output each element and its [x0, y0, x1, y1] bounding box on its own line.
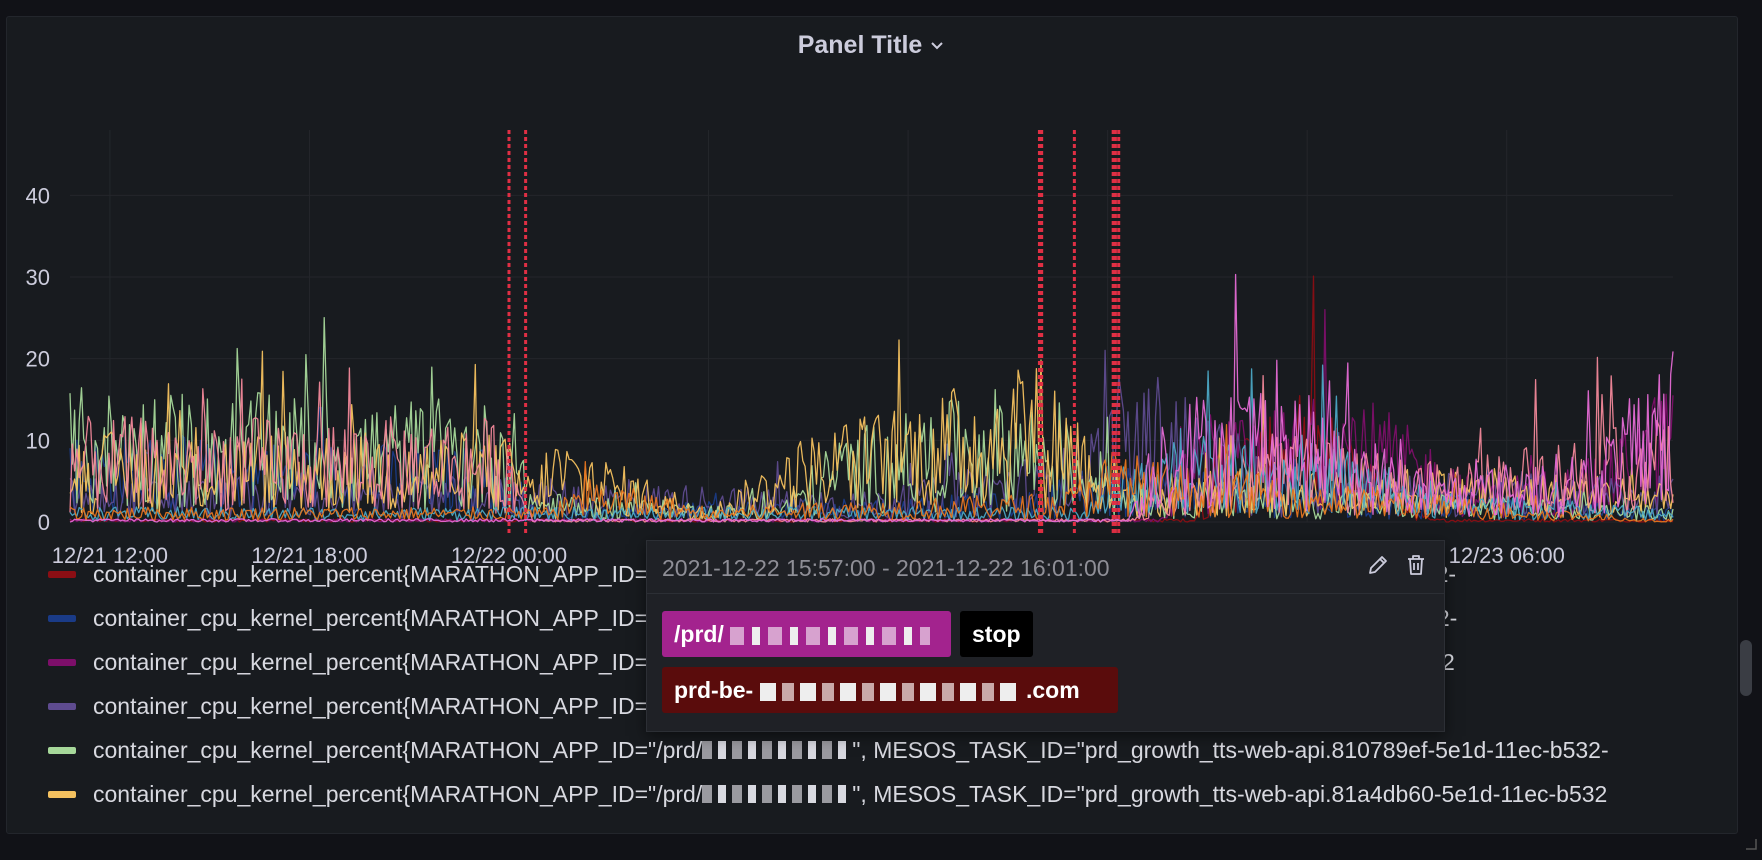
y-tick-label: 40: [26, 183, 50, 208]
x-tick-label: 12/21 18:00: [251, 543, 367, 568]
annotation-tag[interactable]: stop: [960, 611, 1033, 657]
legend-label: container_cpu_kernel_percent{MARATHON_AP…: [93, 780, 703, 807]
delete-annotation-button[interactable]: [1404, 553, 1428, 577]
legend-swatch: [48, 614, 76, 622]
redacted-text: [759, 682, 1020, 701]
legend-item[interactable]: container_cpu_kernel_percent{MARATHON_AP…: [48, 772, 1724, 816]
series-line: [69, 424, 1674, 523]
y-tick-label: 10: [26, 428, 50, 453]
trash-icon: [1408, 555, 1424, 575]
legend-swatch: [48, 658, 76, 666]
popover-divider: [647, 593, 1444, 594]
panel-title-menu[interactable]: Panel Title: [7, 31, 1737, 61]
annotation-tag-text: .com: [1026, 677, 1080, 703]
legend-scrollbar[interactable]: [1740, 640, 1752, 696]
edit-annotation-button[interactable]: [1366, 553, 1390, 577]
x-tick-label: 12/21 12:00: [52, 543, 168, 568]
annotation-time-range: 2021-12-22 15:57:00 - 2021-12-22 16:01:0…: [662, 555, 1110, 581]
annotation-tag[interactable]: prd-be- .com: [662, 667, 1118, 713]
legend-label-tail: ", MESOS_TASK_ID="prd_growth_tts-web-api…: [852, 736, 1609, 763]
legend-label-tail: ", MESOS_TASK_ID="prd_growth_tts-web-api…: [852, 780, 1608, 807]
pencil-icon: [1369, 556, 1387, 574]
annotation-popover: 2021-12-22 15:57:00 - 2021-12-22 16:01:0…: [646, 540, 1445, 732]
redacted-text: [702, 785, 853, 803]
resize-handle-icon[interactable]: [1744, 837, 1758, 856]
legend-item[interactable]: container_cpu_kernel_percent{MARATHON_AP…: [48, 728, 1724, 772]
panel-title: Panel Title: [797, 31, 923, 59]
annotation-tag[interactable]: /prd/: [662, 611, 951, 657]
y-tick-label: 20: [26, 347, 50, 372]
redacted-text: [702, 741, 853, 759]
y-tick-label: 30: [26, 265, 50, 290]
x-tick-label: 12/23 06:00: [1449, 543, 1565, 568]
annotation-tag-text: prd-be-: [674, 677, 754, 703]
legend-swatch: [48, 746, 76, 754]
y-tick-label: 0: [38, 510, 50, 535]
chevron-down-icon: [928, 32, 946, 61]
redacted-text: [730, 626, 931, 645]
legend-label: container_cpu_kernel_percent{MARATHON_AP…: [93, 736, 703, 763]
legend-swatch: [48, 790, 76, 798]
annotation-tag-text: /prd/: [674, 621, 724, 647]
x-tick-label: 12/22 00:00: [451, 543, 567, 568]
legend-swatch: [48, 570, 76, 578]
legend-swatch: [48, 702, 76, 710]
series-line: [69, 273, 1674, 523]
